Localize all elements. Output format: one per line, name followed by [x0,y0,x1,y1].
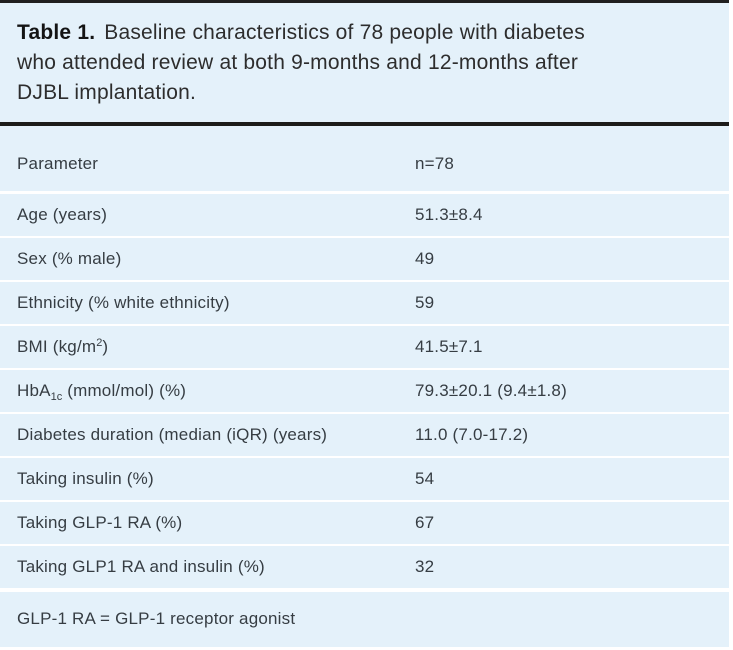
label-segment: BMI (kg/m [17,337,97,356]
label-segment: Taking insulin (%) [17,469,154,488]
label-segment: Age (years) [17,205,108,224]
value-cell: 51.3±8.4 [415,205,483,224]
label-segment: Ethnicity (% white ethnicity) [17,293,230,312]
value-cell: 11.0 (7.0-17.2) [415,425,529,444]
param-cell: Age (years) [0,205,415,225]
header-n-label: n=78 [415,153,455,173]
caption-table-number: Table 1. [17,21,96,44]
table-row: Taking GLP-1 RA (%) 67 [0,502,729,546]
table-row: HbA1c (mmol/mol) (%) 79.3±20.1 (9.4±1.8) [0,370,729,414]
table-row: Taking GLP1 RA and insulin (%) 32 [0,546,729,588]
label-segment: HbA [17,381,51,400]
param-cell: Taking insulin (%) [0,469,415,489]
table-row: Taking insulin (%) 54 [0,458,729,502]
param-cell: Diabetes duration (median (iQR) (years) [0,425,415,445]
caption-text-line2: who attended review at both 9-months and… [17,51,579,74]
value-cell: 79.3±20.1 (9.4±1.8) [415,381,567,400]
label-segment: Taking GLP-1 RA (%) [17,513,183,532]
caption-text-line1: Baseline characteristics of 78 people wi… [104,21,585,44]
param-cell: Taking GLP1 RA and insulin (%) [0,557,415,577]
value-cell: 32 [415,557,435,576]
table-row: Diabetes duration (median (iQR) (years) 1… [0,414,729,458]
header-parameter-label: Parameter [17,153,99,173]
param-cell: Sex (% male) [0,249,415,269]
label-segment: ) [102,337,109,356]
label-segment: 2 [96,337,103,349]
value-cell: 41.5±7.1 [415,337,483,356]
table-row: BMI (kg/m2) 41.5±7.1 [0,326,729,370]
param-cell: BMI (kg/m2) [0,337,415,357]
label-segment: Taking GLP1 RA and insulin (%) [17,557,265,576]
table-row: Ethnicity (% white ethnicity) 59 [0,282,729,326]
value-cell: 54 [415,469,435,488]
label-segment: 1c [50,391,63,403]
label-segment: Sex (% male) [17,249,122,268]
value-cell: 67 [415,513,435,532]
caption-line: Table 1. Baseline characteristics of 78 p… [17,18,713,48]
table-row: Age (years) 51.3±8.4 [0,194,729,238]
value-cell: 49 [415,249,435,268]
table-caption: Table 1. Baseline characteristics of 78 p… [0,3,729,108]
value-cell: 59 [415,293,435,312]
caption-text-line3: DJBL implantation. [17,81,197,104]
param-cell: Ethnicity (% white ethnicity) [0,293,415,313]
table-header-row: Parameter n=78 [0,126,729,194]
table-row: Sex (% male) 49 [0,238,729,282]
label-segment: Diabetes duration (median (iQR) (years) [17,425,328,444]
label-segment: (mmol/mol) (%) [62,381,187,400]
param-cell: Taking GLP-1 RA (%) [0,513,415,533]
param-cell: HbA1c (mmol/mol) (%) [0,381,415,403]
table-footnote: GLP-1 RA = GLP-1 receptor agonist [0,588,729,629]
heavy-top-rule [0,122,729,126]
table-body: Age (years) 51.3±8.4 Sex (% male) 49 Ethnici… [0,194,729,588]
